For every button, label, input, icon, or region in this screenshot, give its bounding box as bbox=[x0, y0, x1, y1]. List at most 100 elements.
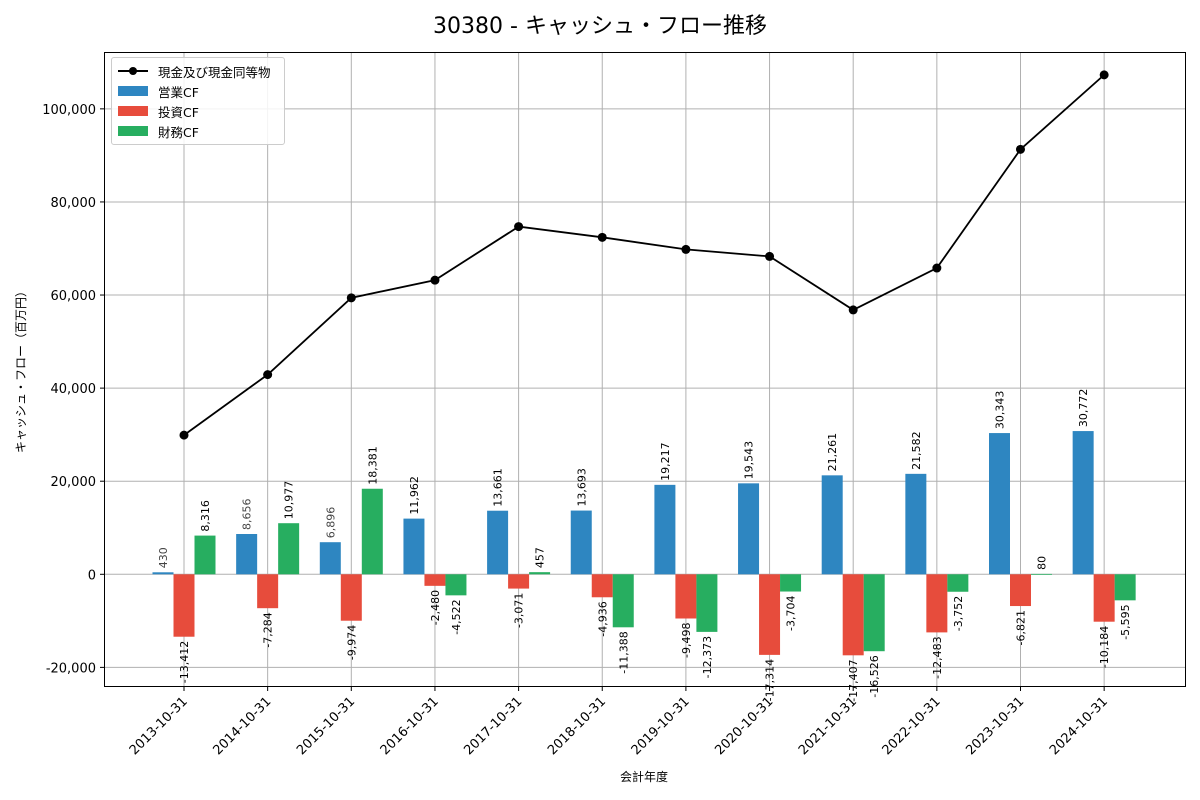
bar-投資CF-2024-10-31 bbox=[1093, 574, 1115, 622]
bar-投資CF-2019-10-31 bbox=[675, 574, 697, 619]
bar-投資CF-2020-10-31 bbox=[759, 574, 781, 655]
bar-label-投資CF-2023-10-31: -6,821 bbox=[1015, 610, 1028, 645]
bar-財務CF-2015-10-31 bbox=[361, 488, 383, 575]
cash-point-2018-10-31 bbox=[597, 232, 607, 242]
y-tick-label: 40,000 bbox=[51, 382, 97, 397]
bar-財務CF-2022-10-31 bbox=[947, 574, 969, 592]
bar-label-財務CF-2021-10-31: -16,526 bbox=[868, 655, 881, 697]
bar-財務CF-2020-10-31 bbox=[780, 574, 802, 592]
bar-営業CF-2017-10-31 bbox=[487, 510, 509, 575]
x-tick-label: 2017-10-31 bbox=[461, 694, 525, 758]
bar-label-投資CF-2016-10-31: -2,480 bbox=[429, 590, 442, 625]
bar-layer bbox=[152, 431, 1136, 656]
legend-swatch-investing bbox=[118, 106, 148, 116]
bar-label-財務CF-2019-10-31: -12,373 bbox=[701, 636, 714, 678]
cash-point-2015-10-31 bbox=[346, 293, 356, 303]
cash-point-2022-10-31 bbox=[932, 263, 942, 273]
x-tick-label: 2015-10-31 bbox=[294, 694, 358, 758]
legend-swatch-cash bbox=[118, 66, 148, 76]
bar-label-営業CF-2021-10-31: 21,261 bbox=[826, 433, 839, 472]
cash-point-2020-10-31 bbox=[765, 251, 775, 261]
bar-label-財務CF-2022-10-31: -3,752 bbox=[952, 596, 965, 631]
bar-label-財務CF-2017-10-31: 457 bbox=[534, 547, 547, 568]
x-tick-label: 2023-10-31 bbox=[963, 694, 1027, 758]
cash-line bbox=[183, 74, 1105, 436]
bar-営業CF-2013-10-31 bbox=[152, 572, 174, 575]
bar-財務CF-2013-10-31 bbox=[194, 535, 216, 575]
bar-label-営業CF-2023-10-31: 30,343 bbox=[994, 391, 1007, 430]
bar-label-投資CF-2019-10-31: -9,498 bbox=[680, 623, 693, 658]
bar-財務CF-2014-10-31 bbox=[278, 523, 300, 575]
cash-point-2013-10-31 bbox=[179, 430, 189, 440]
x-tick-label: 2014-10-31 bbox=[210, 694, 274, 758]
bar-営業CF-2022-10-31 bbox=[905, 473, 927, 575]
plot-frame bbox=[104, 52, 1186, 687]
x-tick-label: 2021-10-31 bbox=[796, 694, 860, 758]
bar-label-営業CF-2014-10-31: 8,656 bbox=[241, 499, 254, 531]
x-tick-label: 2022-10-31 bbox=[880, 694, 944, 758]
bar-label-営業CF-2018-10-31: 13,693 bbox=[575, 468, 588, 507]
bar-label-投資CF-2015-10-31: -9,974 bbox=[345, 625, 358, 660]
x-tick-label: 2016-10-31 bbox=[378, 694, 442, 758]
bar-営業CF-2019-10-31 bbox=[654, 484, 676, 575]
legend-swatch-financing bbox=[118, 126, 148, 136]
bar-label-財務CF-2016-10-31: -4,522 bbox=[450, 599, 463, 634]
bar-投資CF-2016-10-31 bbox=[424, 574, 446, 586]
legend-label-financing: 財務CF bbox=[158, 124, 199, 140]
bar-財務CF-2024-10-31 bbox=[1114, 574, 1136, 601]
bar-label-投資CF-2017-10-31: -3,071 bbox=[513, 593, 526, 628]
legend-label-cash: 現金及び現金同等物 bbox=[158, 64, 271, 80]
cash-point-2016-10-31 bbox=[430, 275, 440, 285]
legend-item-investing: 投資CF bbox=[118, 102, 199, 120]
cash-point-2024-10-31 bbox=[1099, 70, 1109, 80]
legend-swatch-operating bbox=[118, 86, 148, 96]
bar-投資CF-2013-10-31 bbox=[173, 574, 195, 637]
bar-営業CF-2016-10-31 bbox=[403, 518, 425, 575]
bar-label-投資CF-2022-10-31: -12,483 bbox=[931, 636, 944, 678]
legend-item-cash: 現金及び現金同等物 bbox=[118, 62, 271, 80]
bar-財務CF-2023-10-31 bbox=[1031, 573, 1052, 575]
bar-label-営業CF-2022-10-31: 21,582 bbox=[910, 431, 923, 470]
bar-投資CF-2015-10-31 bbox=[340, 574, 362, 621]
x-tick-label: 2018-10-31 bbox=[545, 694, 609, 758]
bar-label-投資CF-2013-10-31: -13,412 bbox=[178, 641, 191, 683]
bar-label-営業CF-2016-10-31: 11,962 bbox=[408, 476, 421, 515]
bar-label-営業CF-2015-10-31: 6,896 bbox=[324, 507, 337, 539]
x-tick-label: 2020-10-31 bbox=[712, 694, 776, 758]
bar-営業CF-2020-10-31 bbox=[738, 483, 760, 575]
bar-label-財務CF-2018-10-31: -11,388 bbox=[617, 631, 630, 673]
bar-投資CF-2017-10-31 bbox=[508, 574, 530, 589]
legend-item-financing: 財務CF bbox=[118, 122, 199, 140]
bar-label-財務CF-2015-10-31: 18,381 bbox=[366, 446, 379, 485]
bar-label-営業CF-2017-10-31: 13,661 bbox=[492, 468, 505, 507]
axis-layer: -20,000 0 20,000 40,000 60,000 80,000 100,000 2… bbox=[42, 103, 1111, 758]
bar-財務CF-2017-10-31 bbox=[529, 572, 551, 575]
line-layer bbox=[179, 70, 1109, 440]
cash-point-2014-10-31 bbox=[263, 370, 273, 380]
bar-label-営業CF-2019-10-31: 19,217 bbox=[659, 442, 672, 481]
bar-投資CF-2021-10-31 bbox=[842, 574, 864, 656]
bar-財務CF-2021-10-31 bbox=[863, 574, 885, 652]
bar-label-投資CF-2021-10-31: -17,407 bbox=[847, 659, 860, 701]
bar-label-財務CF-2024-10-31: -5,595 bbox=[1119, 604, 1132, 639]
legend-label-operating: 営業CF bbox=[158, 84, 199, 100]
y-tick-label: 80,000 bbox=[51, 196, 97, 211]
x-tick-label: 2019-10-31 bbox=[629, 694, 693, 758]
bar-label-投資CF-2018-10-31: -4,936 bbox=[596, 601, 609, 636]
bar-label-財務CF-2020-10-31: -3,704 bbox=[785, 596, 798, 631]
cash-point-2017-10-31 bbox=[514, 222, 524, 232]
bar-label-営業CF-2013-10-31: 430 bbox=[157, 547, 170, 568]
y-tick-label: 0 bbox=[88, 568, 96, 583]
y-tick-label: 60,000 bbox=[51, 289, 97, 304]
y-axis-label: キャッシュ・フロー（百万円） bbox=[14, 285, 28, 453]
x-tick-label: 2013-10-31 bbox=[127, 694, 191, 758]
x-axis-label: 会計年度 bbox=[620, 769, 668, 784]
bar-label-投資CF-2020-10-31: -17,314 bbox=[764, 659, 777, 701]
y-tick-label: 100,000 bbox=[42, 103, 96, 118]
label-layer: 430 8,656 6,896 11,962 13,661 13,693 19,217 19,… bbox=[157, 389, 1132, 702]
bar-営業CF-2021-10-31 bbox=[821, 475, 843, 575]
bar-投資CF-2023-10-31 bbox=[1010, 574, 1031, 607]
bar-投資CF-2018-10-31 bbox=[591, 574, 613, 598]
